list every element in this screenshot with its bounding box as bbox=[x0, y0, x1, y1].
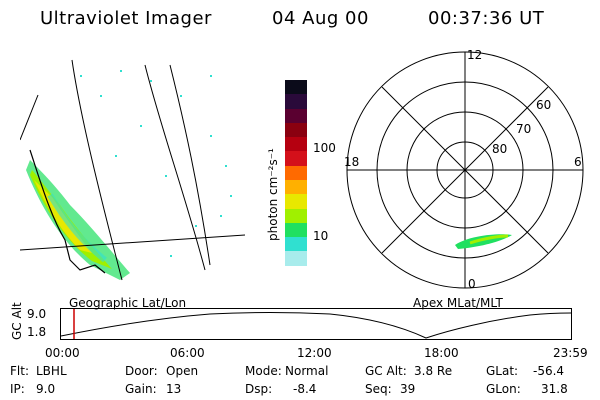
lat-label-80: 80 bbox=[492, 142, 507, 156]
mlt-label-6: 6 bbox=[574, 155, 582, 169]
gc-alt-label: GC Alt: bbox=[365, 364, 407, 378]
geographic-panel-label: Geographic Lat/Lon bbox=[69, 296, 187, 310]
glon-label: GLon: bbox=[486, 382, 521, 396]
colorbar-segment bbox=[285, 94, 307, 109]
timeline-xtick-0000: 00:00 bbox=[45, 346, 80, 360]
dsp-label: Dsp: bbox=[245, 382, 273, 396]
seq-label: Seq: bbox=[365, 382, 392, 396]
gain-label: Gain: bbox=[125, 382, 157, 396]
timeline-xtick-2359: 23:59 bbox=[553, 346, 588, 360]
colorbar-segment bbox=[285, 179, 307, 195]
door-label: Door: bbox=[125, 364, 158, 378]
timeline-xtick-1200: 12:00 bbox=[297, 346, 332, 360]
speckle-noise bbox=[80, 70, 232, 257]
glat-value: -56.4 bbox=[533, 364, 565, 378]
mlt-label-18: 18 bbox=[344, 155, 359, 169]
mode-value: Normal bbox=[285, 364, 329, 378]
door-value: Open bbox=[166, 364, 199, 378]
date-label: 04 Aug 00 bbox=[272, 8, 369, 29]
colorbar-segment bbox=[285, 151, 307, 166]
ip-label: IP: bbox=[10, 382, 25, 396]
timeline-xtick-1800: 18:00 bbox=[424, 346, 459, 360]
glat-label: GLat: bbox=[486, 364, 519, 378]
colorbar-segment bbox=[285, 165, 307, 180]
colorbar-tick-100: 100 bbox=[313, 141, 336, 155]
colorbar-segment bbox=[285, 265, 307, 280]
lat-label-60: 60 bbox=[536, 98, 551, 112]
dsp-value: -8.4 bbox=[293, 382, 317, 396]
polar-grid bbox=[346, 51, 584, 289]
timeline-ytick-9: 9.0 bbox=[27, 307, 47, 321]
gc-alt-value: 3.8 Re bbox=[414, 364, 453, 378]
lat-lon-grid bbox=[20, 59, 245, 281]
mode-label: Mode: bbox=[245, 364, 282, 378]
colorbar-tick-10: 10 bbox=[313, 229, 329, 243]
instrument-title: Ultraviolet Imager bbox=[40, 8, 212, 29]
coastline bbox=[29, 149, 106, 274]
gc-altitude-timeline bbox=[60, 308, 572, 340]
ip-value: 9.0 bbox=[36, 382, 56, 396]
filter-value: LBHL bbox=[36, 364, 67, 378]
colorbar-segment bbox=[285, 122, 307, 138]
filter-label: Flt: bbox=[10, 364, 29, 378]
polar-panel-label: Apex MLat/MLT bbox=[413, 296, 503, 310]
lat-label-70: 70 bbox=[516, 122, 531, 136]
colorbar-segment bbox=[285, 194, 307, 209]
colorbar-segment bbox=[285, 108, 307, 123]
colorbar-segment bbox=[285, 137, 307, 152]
mlt-label-12: 12 bbox=[467, 48, 482, 62]
timeline-axis-label: GC Alt bbox=[10, 302, 24, 340]
colorbar-segment bbox=[285, 208, 307, 223]
polar-magnetic-panel: 12 18 6 0 60 70 80 bbox=[344, 48, 584, 291]
altitude-curve bbox=[60, 312, 572, 339]
timeline-xtick-0600: 06:00 bbox=[170, 346, 205, 360]
mlt-label-0: 0 bbox=[468, 277, 476, 291]
colorbar-segment bbox=[285, 237, 307, 252]
seq-value: 39 bbox=[400, 382, 416, 396]
time-label: 00:37:36 UT bbox=[428, 8, 545, 29]
colorbar-segment bbox=[285, 251, 307, 266]
geographic-image-panel bbox=[20, 59, 245, 281]
gain-value: 13 bbox=[166, 382, 182, 396]
timeline-ytick-1-8: 1.8 bbox=[27, 325, 47, 339]
glon-value: 31.8 bbox=[541, 382, 568, 396]
colorbar-segment bbox=[285, 222, 307, 238]
colorbar-segment bbox=[285, 80, 307, 95]
colorbar-units-label: photon cm⁻²s⁻¹ bbox=[266, 148, 280, 241]
colorbar bbox=[285, 80, 307, 280]
aurora-emission bbox=[26, 160, 130, 280]
